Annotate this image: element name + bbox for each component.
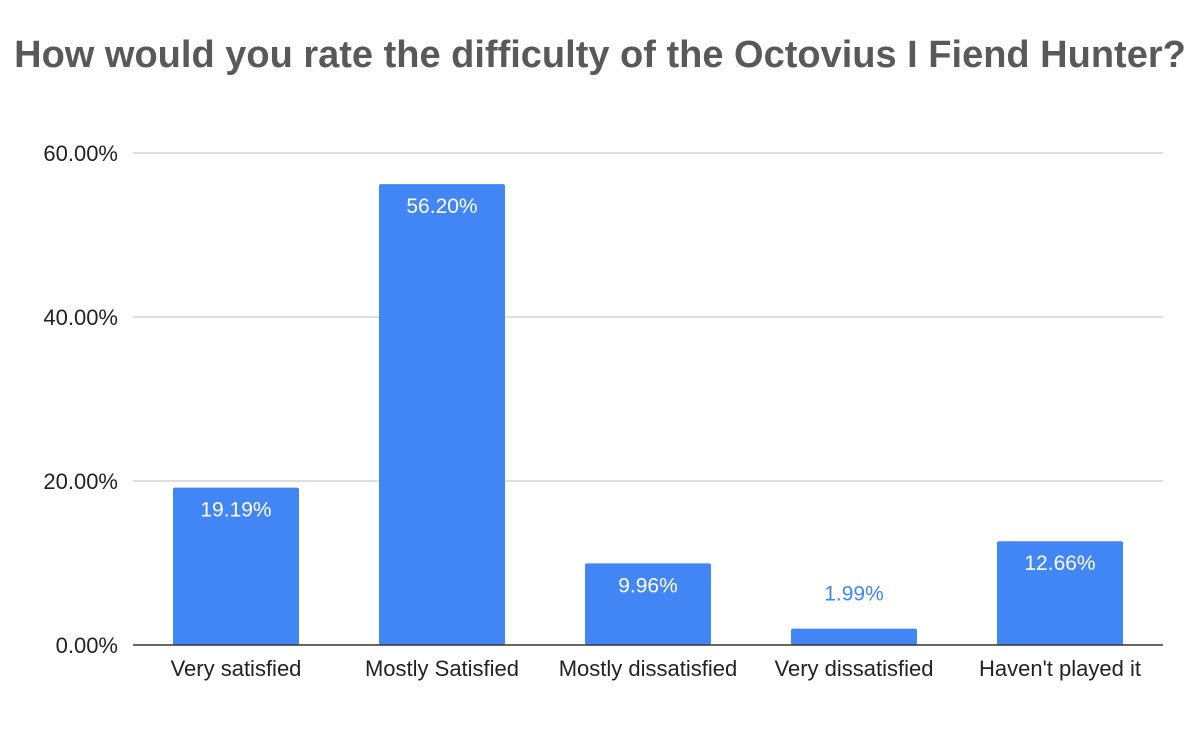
data-label: 1.99% [824,583,884,606]
category-label: Haven't played it [979,656,1141,681]
bar [997,541,1123,645]
category-label: Very satisfied [171,656,302,681]
category-label: Mostly dissatisfied [559,656,738,681]
y-tick-label: 40.00% [43,305,118,330]
y-tick-label: 60.00% [43,141,118,166]
x-axis-category-labels: Very satisfied Mostly Satisfied Mostly dis… [171,656,1141,681]
data-label: 9.96% [618,574,678,597]
chart-title: How would you rate the difficulty of the… [14,34,1186,76]
y-axis-tick-labels: 0.00% 20.00% 40.00% 60.00% [43,141,118,658]
bar [173,487,299,645]
category-label: Very dissatisfied [775,656,934,681]
bar [791,628,917,645]
bar [379,184,505,645]
y-tick-label: 0.00% [56,633,118,658]
data-labels: 19.19% 56.20% 9.96% 1.99% 12.66% [200,195,1095,606]
data-label: 56.20% [406,195,477,218]
y-tick-label: 20.00% [43,469,118,494]
category-label: Mostly Satisfied [365,656,519,681]
bars [173,184,1123,645]
data-label: 12.66% [1024,552,1095,575]
bar [585,563,711,645]
gridlines [133,152,1163,482]
data-label: 19.19% [200,499,271,522]
